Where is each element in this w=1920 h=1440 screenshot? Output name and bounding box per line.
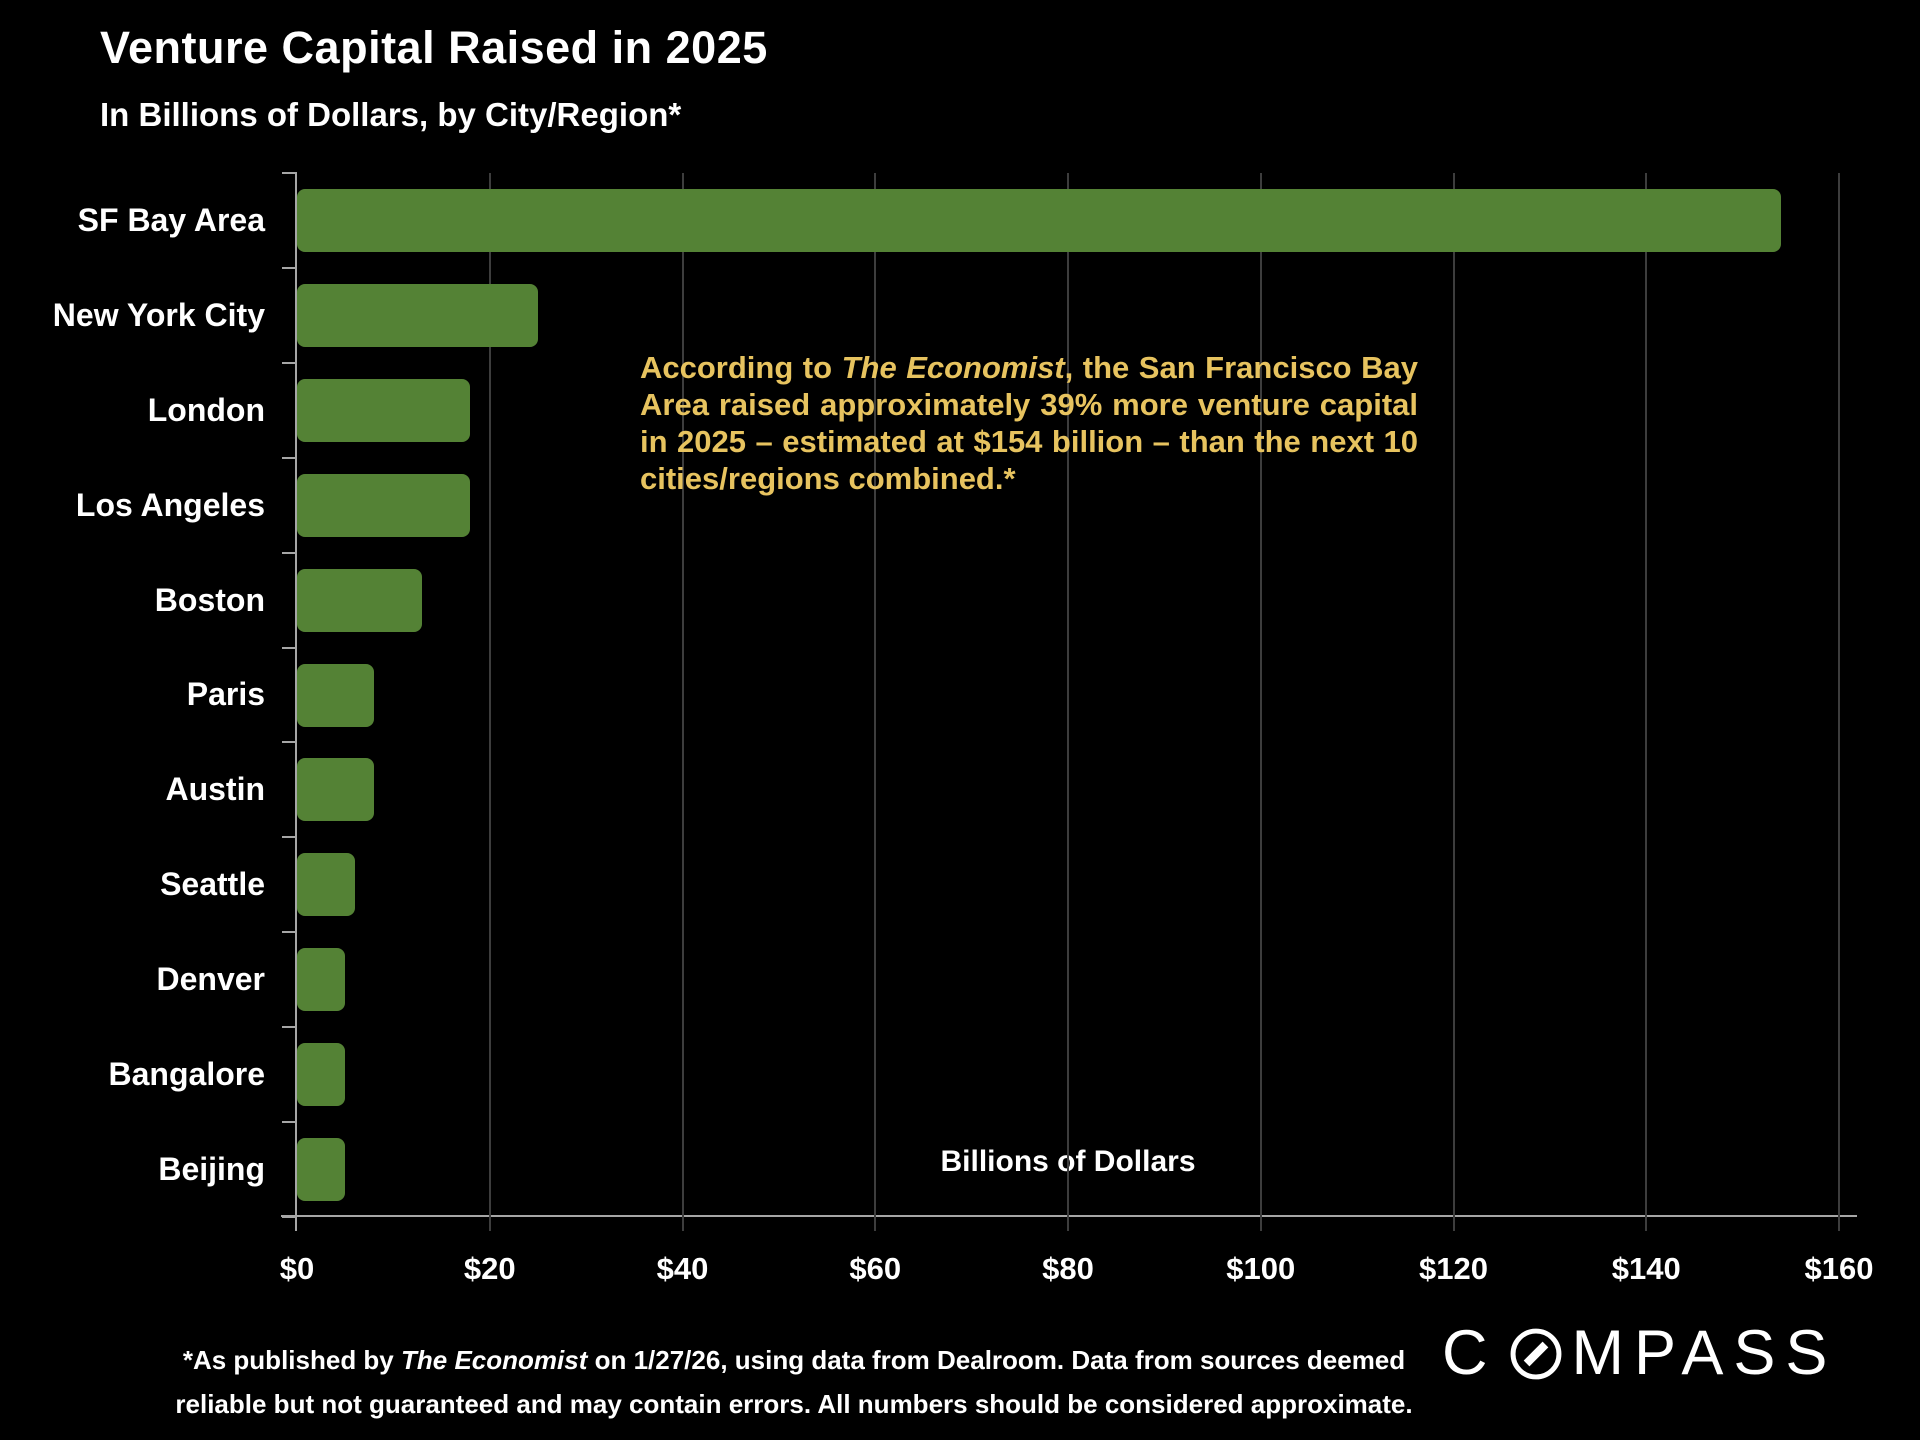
logo-letters-mpass: MPASS — [1571, 1318, 1838, 1388]
gridline — [1838, 173, 1840, 1231]
bar-austin — [297, 758, 375, 822]
x-tick-label: $120 — [1419, 1251, 1488, 1286]
bar-beijing — [297, 1138, 346, 1202]
x-tick-label: $100 — [1226, 1251, 1296, 1286]
category-label: Bangalore — [108, 1056, 265, 1093]
compass-o-icon — [1510, 1328, 1561, 1379]
y-axis-tick — [282, 836, 297, 839]
y-axis-tick — [282, 1026, 297, 1029]
x-tick-label: $0 — [279, 1251, 315, 1286]
bar-new-york-city — [297, 283, 538, 347]
footnote-text: *As published by The Economist on 1/27/2… — [168, 1338, 1420, 1426]
bar-bangalore — [297, 1043, 346, 1107]
gridline — [874, 173, 877, 1231]
annotation-text: According to The Economist, the San Fran… — [640, 349, 1418, 497]
compass-logo: C MPASS — [1442, 1322, 1837, 1385]
y-axis-tick — [282, 1216, 297, 1218]
y-axis-tick — [282, 931, 297, 934]
y-axis-tick — [282, 1121, 297, 1124]
y-axis-tick — [282, 646, 297, 649]
annotation-prefix: According to — [640, 350, 842, 385]
y-axis-tick — [282, 266, 297, 269]
y-axis-tick — [282, 361, 297, 364]
bar-london — [297, 378, 471, 442]
category-label: New York City — [52, 296, 265, 333]
category-label: Los Angeles — [75, 486, 265, 523]
gridline — [1067, 173, 1069, 1231]
gridline — [1259, 173, 1262, 1231]
gridline — [1645, 173, 1648, 1231]
category-label: Austin — [165, 771, 265, 808]
category-label: Paris — [186, 676, 265, 713]
bar-sf-bay-area — [297, 189, 1782, 252]
annotation-rest: , the San Francisco Bay Area raised appr… — [640, 350, 1418, 496]
gridline — [681, 173, 684, 1231]
bar-seattle — [297, 853, 355, 917]
footnote-rest: on 1/27/26, using data from Dealroom. Da… — [175, 1345, 1413, 1419]
category-label: Seattle — [160, 866, 265, 903]
bar-denver — [297, 948, 346, 1012]
category-label: SF Bay Area — [77, 201, 265, 238]
category-label: London — [147, 391, 265, 428]
x-tick-label: $80 — [1042, 1251, 1094, 1286]
category-label: Beijing — [158, 1151, 265, 1188]
x-tick-label: $60 — [849, 1251, 902, 1286]
gridline — [488, 173, 491, 1231]
x-axis-line — [281, 1215, 1857, 1217]
x-tick-label: $160 — [1804, 1251, 1874, 1286]
page-subtitle: In Billions of Dollars, by City/Region* — [100, 96, 682, 133]
annotation-source: The Economist — [841, 350, 1065, 385]
x-tick-label: $40 — [656, 1251, 709, 1286]
x-tick-label: $140 — [1611, 1251, 1681, 1286]
bar-paris — [297, 663, 375, 727]
logo-letter-c: C — [1442, 1318, 1498, 1388]
bar-los-angeles — [297, 473, 471, 537]
x-tick-label: $20 — [463, 1251, 516, 1286]
footnote-source: The Economist — [401, 1345, 588, 1375]
bar-boston — [297, 568, 423, 632]
y-axis-tick — [282, 456, 297, 459]
plot-area: Billions of Dollars SF Bay Area New York … — [53, 172, 1873, 1286]
category-label: Boston — [154, 581, 265, 618]
gridline — [1452, 173, 1455, 1231]
category-label: Denver — [156, 961, 266, 998]
y-axis-tick — [282, 172, 297, 174]
footnote-prefix: *As published by — [182, 1345, 401, 1375]
page-title: Venture Capital Raised in 2025 — [100, 22, 768, 73]
y-axis-line — [295, 173, 297, 1231]
y-axis-tick — [282, 741, 297, 744]
y-axis-tick — [282, 551, 297, 554]
